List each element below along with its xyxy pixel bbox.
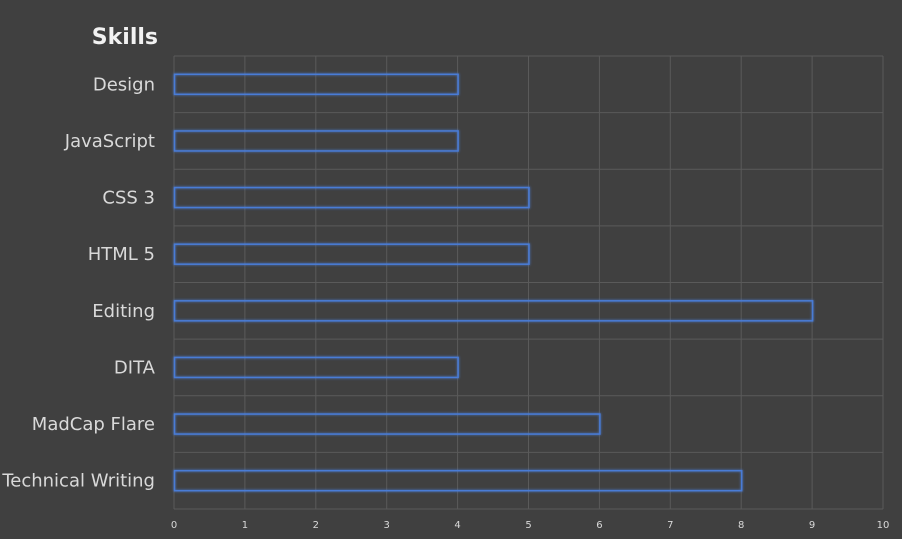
bar-design [173,73,459,96]
bar-editing [173,300,814,322]
x-axis-ticks: 0 1 2 3 4 5 6 7 8 9 10 [171,520,890,531]
x-tick-label: 6 [596,520,602,531]
bar-technical-writing [173,469,743,492]
x-tick-label: 7 [667,520,673,531]
x-tick-label: 2 [313,520,319,531]
bar-madcap-flare [173,413,601,435]
category-label: MadCap Flare [32,414,155,435]
category-label: Design [93,74,155,95]
x-tick-label: 0 [171,520,177,531]
grid [173,55,884,510]
x-tick-label: 1 [242,520,248,531]
x-tick-label: 10 [877,520,890,531]
category-label: Editing [92,301,155,322]
category-labels: Design JavaScript CSS 3 HTML 5 Editing DITA Ma… [1,74,155,491]
bars [173,73,814,492]
category-label: Technical Writing [1,471,155,492]
bar-css-3 [173,186,530,209]
x-tick-label: 9 [809,520,815,531]
chart-title: Skills [92,25,158,50]
bar-dita [173,356,459,379]
category-label: JavaScript [64,131,155,152]
category-label: CSS 3 [102,188,155,209]
x-tick-label: 3 [384,520,390,531]
bar-javascript [173,130,459,152]
x-tick-label: 5 [525,520,531,531]
x-tick-label: 8 [738,520,744,531]
x-tick-label: 4 [454,520,460,531]
category-label: HTML 5 [88,244,155,265]
category-label: DITA [114,357,156,378]
bar-html-5 [173,243,530,265]
